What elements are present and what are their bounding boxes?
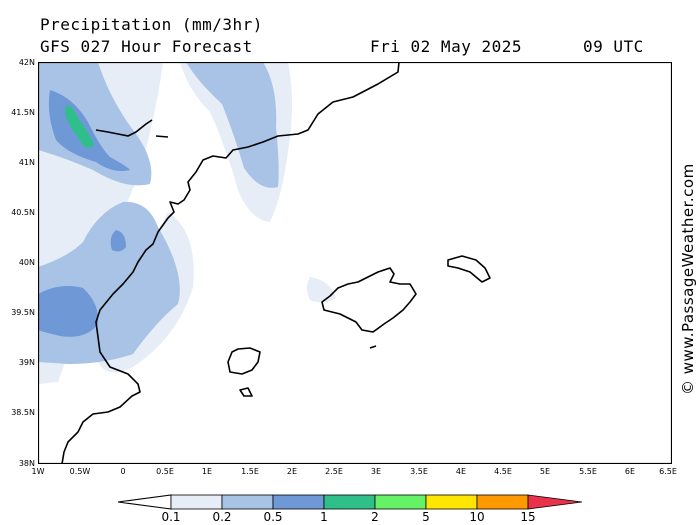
legend-swatch <box>476 494 529 510</box>
legend-label: 0.1 <box>161 510 181 524</box>
precipitation-legend-bar <box>118 494 582 510</box>
lat-tick-label: 40.5N <box>11 208 35 217</box>
legend-label: 5 <box>422 510 430 524</box>
legend-swatch <box>425 494 478 510</box>
precipitation-map <box>38 62 672 464</box>
legend-swatch <box>272 494 325 510</box>
lat-tick-label: 40N <box>18 258 35 267</box>
lon-tick-label: 2E <box>286 467 298 476</box>
lon-tick-label: 5E <box>539 467 551 476</box>
forecast-date: Fri 02 May 2025 <box>370 37 522 56</box>
lat-tick-label: 42N <box>18 58 35 67</box>
legend-swatch <box>170 494 223 510</box>
forecast-subtitle: GFS 027 Hour Forecast <box>40 37 253 56</box>
legend-label: 2 <box>371 510 379 524</box>
lon-tick-label: 2.5E <box>325 467 343 476</box>
lon-tick-label: 6.5E <box>659 467 677 476</box>
map-title: Precipitation (mm/3hr) <box>40 15 263 34</box>
lon-tick-label: 5.5E <box>579 467 597 476</box>
lon-tick-label: 6E <box>624 467 636 476</box>
legend-label: 10 <box>469 510 485 524</box>
lat-tick-label: 38N <box>18 459 35 468</box>
lon-tick-label: 4E <box>455 467 467 476</box>
legend-label: 0.5 <box>263 510 283 524</box>
lon-tick-label: 0.5W <box>69 467 91 476</box>
legend-label: 15 <box>520 510 536 524</box>
lon-tick-label: 0.5E <box>156 467 174 476</box>
precip-1-area <box>65 105 94 148</box>
lat-tick-label: 41.5N <box>11 108 35 117</box>
forecast-time: 09 UTC <box>583 37 644 56</box>
legend-label: 0.2 <box>212 510 232 524</box>
legend-low-arrow <box>118 494 172 510</box>
lon-tick-label: 1.5E <box>241 467 259 476</box>
legend-swatch <box>374 494 427 510</box>
lon-tick-label: 3E <box>370 467 382 476</box>
website-credit: © www.PassageWeather.com <box>679 163 697 395</box>
lat-tick-label: 39.5N <box>11 308 35 317</box>
legend-swatch <box>323 494 376 510</box>
legend-label: 1 <box>320 510 328 524</box>
lon-tick-label: 1W <box>31 467 45 476</box>
legend-swatch <box>221 494 274 510</box>
lat-tick-label: 41N <box>18 158 35 167</box>
lon-tick-label: 3.5E <box>410 467 428 476</box>
lat-tick-label: 39N <box>18 358 35 367</box>
lon-tick-label: 4.5E <box>494 467 512 476</box>
legend-high-arrow <box>527 494 582 510</box>
lat-tick-label: 38.5N <box>11 408 35 417</box>
lon-tick-label: 1E <box>201 467 213 476</box>
lon-tick-label: 0 <box>120 467 126 476</box>
coastline <box>61 62 491 464</box>
